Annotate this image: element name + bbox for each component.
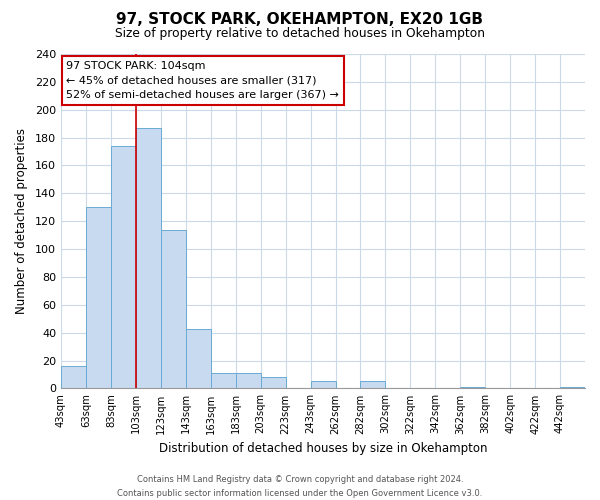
Text: 97 STOCK PARK: 104sqm
← 45% of detached houses are smaller (317)
52% of semi-det: 97 STOCK PARK: 104sqm ← 45% of detached …	[66, 60, 339, 100]
Text: Size of property relative to detached houses in Okehampton: Size of property relative to detached ho…	[115, 28, 485, 40]
Bar	[86, 208, 111, 388]
Text: Contains HM Land Registry data © Crown copyright and database right 2024.
Contai: Contains HM Land Registry data © Crown c…	[118, 476, 482, 498]
Bar	[560, 387, 585, 388]
Bar	[186, 328, 211, 388]
Bar	[236, 373, 260, 388]
Bar	[136, 128, 161, 388]
Bar	[311, 382, 335, 388]
Bar	[61, 366, 86, 388]
Bar	[111, 146, 136, 388]
Bar	[361, 382, 385, 388]
Bar	[161, 230, 186, 388]
Bar	[211, 373, 236, 388]
X-axis label: Distribution of detached houses by size in Okehampton: Distribution of detached houses by size …	[159, 442, 487, 455]
Y-axis label: Number of detached properties: Number of detached properties	[15, 128, 28, 314]
Bar	[260, 378, 286, 388]
Bar	[460, 387, 485, 388]
Text: 97, STOCK PARK, OKEHAMPTON, EX20 1GB: 97, STOCK PARK, OKEHAMPTON, EX20 1GB	[116, 12, 484, 28]
